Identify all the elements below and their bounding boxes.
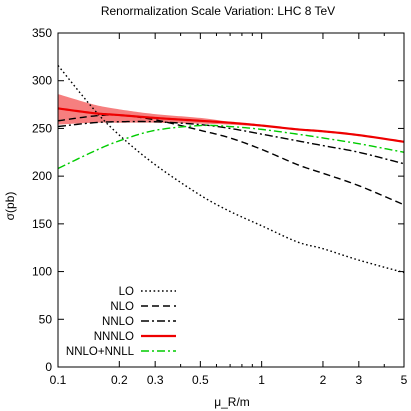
series-line-lo <box>57 65 405 274</box>
chart-title: Renormalization Scale Variation: LHC 8 T… <box>101 4 335 18</box>
legend-label-nnlo-nnll: NNLO+NNLL <box>66 346 135 358</box>
series-line-nnnlo <box>57 107 405 143</box>
legend-label-nlo: NLO <box>110 301 134 313</box>
y-tick-label: 100 <box>32 265 52 279</box>
y-tick-label: 50 <box>39 312 53 326</box>
y-tick-label: 250 <box>32 121 52 135</box>
x-tick-label: 0.5 <box>192 373 209 387</box>
series-line-nnlo <box>57 120 405 165</box>
legend-label-nnlo: NNLO <box>102 316 134 328</box>
x-tick-label: 0.3 <box>147 373 164 387</box>
y-axis-label: σ(pb) <box>3 192 17 221</box>
x-tick-label: 0.1 <box>50 373 67 387</box>
series-line-nnlo-nnll <box>57 124 405 170</box>
series-line-nlo <box>57 114 405 206</box>
x-tick-label: 0.2 <box>111 373 128 387</box>
x-tick-label: 2 <box>320 373 327 387</box>
y-tick-label: 350 <box>32 26 52 40</box>
x-tick-label: 1 <box>258 373 265 387</box>
y-tick-label: 150 <box>32 217 52 231</box>
plot-frame <box>57 32 405 368</box>
nnnlo-uncertainty-band <box>58 94 404 142</box>
y-tick-label: 200 <box>32 169 52 183</box>
x-axis-label: μ_R/m <box>214 395 250 409</box>
y-tick-label: 0 <box>45 360 52 374</box>
x-tick-label: 5 <box>401 373 408 387</box>
legend: LO NLO NNLO NNNLO NNLO+NNLL <box>66 286 176 358</box>
legend-label-lo: LO <box>119 286 134 298</box>
x-tick-label: 3 <box>355 373 362 387</box>
legend-label-nnnlo: NNNLO <box>94 331 134 343</box>
y-tick-label: 300 <box>32 74 52 88</box>
